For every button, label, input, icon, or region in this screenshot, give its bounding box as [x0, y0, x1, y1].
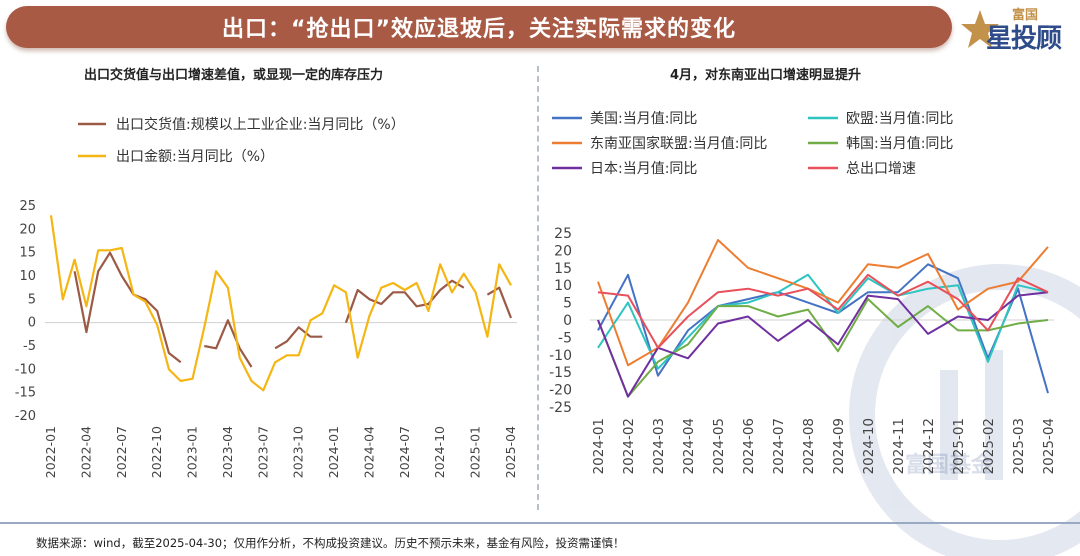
x-tick-label: 2024-11	[891, 418, 907, 474]
x-tick-label: 2022-10	[149, 426, 164, 478]
legend-label: 美国:当月值:同比	[590, 111, 697, 127]
legend-label: 日本:当月值:同比	[590, 161, 697, 177]
legend-label: 欧盟:当月值:同比	[846, 111, 953, 127]
y-tick-label: 5	[563, 296, 572, 312]
star-logo-icon	[961, 10, 999, 48]
y-tick-label: 10	[19, 269, 36, 284]
data-source-note: 数据来源：wind，截至2025-04-30；仅用作分析，不构成投资建议。历史不…	[36, 536, 625, 550]
legend-label: 东南亚国家联盟:当月值:同比	[590, 135, 767, 152]
x-tick-label: 2024-10	[432, 426, 447, 478]
title-banner: 出口：“抢出口”效应退坡后，关注实际需求的变化	[6, 6, 952, 48]
x-tick-label: 2025-04	[1041, 418, 1057, 474]
y-tick-label: -15	[15, 386, 36, 401]
x-tick-label: 2024-12	[921, 418, 937, 474]
legend-label: 出口交货值:规模以上工业企业:当月同比（%）	[116, 116, 405, 133]
y-tick-label: 5	[28, 292, 36, 307]
watermark-bar-icon	[940, 370, 958, 480]
series-line-japan	[597, 291, 1049, 398]
y-tick-label: -15	[549, 365, 572, 381]
brand-logo: 富国 星投顾	[960, 2, 1078, 54]
y-tick-label: 20	[554, 243, 572, 259]
series-line-usa	[597, 263, 1049, 394]
x-tick-label: 2025-01	[951, 418, 967, 474]
x-tick-label: 2025-02	[981, 418, 997, 474]
y-tick-label: -5	[23, 339, 36, 354]
series-line-delivery	[73, 251, 513, 368]
series-line-asean	[597, 239, 1049, 367]
logo-top-text: 富国	[1012, 8, 1039, 23]
x-tick-label: 2023-04	[220, 426, 235, 478]
x-tick-label: 2025-01	[468, 426, 483, 478]
x-tick-label: 2024-06	[741, 418, 757, 474]
y-tick-label: -25	[549, 400, 572, 416]
footer-rule	[0, 522, 1080, 524]
x-tick-label: 2022-04	[78, 426, 93, 478]
x-tick-label: 2023-07	[255, 426, 270, 478]
x-tick-label: 2025-03	[1011, 418, 1027, 474]
y-tick-label: -10	[15, 362, 36, 377]
x-tick-label: 2024-02	[621, 418, 637, 474]
y-tick-label: 20	[19, 222, 36, 237]
watermark-text: 富国基金	[905, 452, 994, 478]
x-tick-label: 2023-10	[291, 426, 306, 478]
watermark-bar-icon	[985, 350, 1003, 480]
x-tick-label: 2024-07	[771, 418, 787, 474]
x-tick-label: 2024-04	[681, 418, 697, 474]
y-tick-label: -5	[558, 330, 572, 346]
y-tick-label: 25	[19, 199, 36, 214]
legend-label: 韩国:当月值:同比	[846, 136, 953, 152]
x-tick-label: 2025-04	[503, 426, 518, 478]
x-tick-label: 2024-07	[397, 426, 412, 478]
left-chart-title: 出口交货值与出口增速差值，或显现一定的库存压力	[84, 68, 384, 83]
x-tick-label: 2022-01	[43, 426, 58, 478]
series-line-export-amount	[49, 215, 512, 392]
y-tick-label: -10	[549, 348, 572, 364]
legend-label: 出口金额:当月同比（%）	[116, 149, 274, 165]
x-tick-label: 2024-08	[801, 418, 817, 474]
y-tick-label: 0	[28, 316, 36, 331]
x-tick-label: 2024-03	[651, 418, 667, 474]
x-tick-label: 2023-01	[185, 426, 200, 478]
y-tick-label: 0	[563, 313, 572, 329]
x-tick-label: 2024-01	[591, 418, 607, 474]
series-line-total	[597, 273, 1049, 349]
y-tick-label: -20	[15, 409, 36, 424]
y-tick-label: 15	[19, 246, 36, 261]
logo-main-text: 星投顾	[986, 24, 1062, 54]
x-tick-label: 2024-05	[711, 418, 727, 474]
x-tick-label: 2024-10	[861, 418, 877, 474]
x-tick-label: 2024-04	[361, 426, 376, 478]
series-line-korea	[597, 298, 1049, 398]
y-tick-label: 25	[554, 226, 572, 242]
y-tick-label: 10	[554, 278, 572, 294]
x-tick-label: 2024-01	[326, 426, 341, 478]
legend-label: 总出口增速	[846, 161, 916, 177]
y-tick-label: -20	[549, 383, 572, 399]
page-title: 出口：“抢出口”效应退坡后，关注实际需求的变化	[222, 17, 736, 42]
chart-divider	[537, 66, 539, 510]
watermark-circle-icon	[849, 264, 1080, 556]
x-tick-label: 2022-07	[114, 426, 129, 478]
right-chart-title: 4月，对东南亚出口增速明显提升	[670, 68, 862, 83]
y-tick-label: 15	[554, 261, 572, 277]
x-tick-label: 2024-09	[831, 418, 847, 474]
